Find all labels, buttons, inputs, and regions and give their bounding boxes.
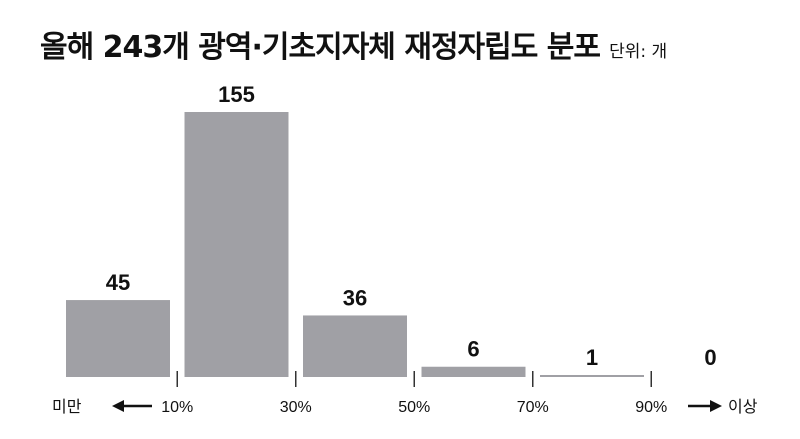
data-label-5: 0 bbox=[704, 345, 716, 370]
left-end-label: 미만 bbox=[52, 397, 82, 416]
data-label-1: 155 bbox=[218, 82, 255, 107]
bar-2 bbox=[303, 315, 407, 377]
data-label-3: 6 bbox=[467, 337, 479, 362]
bar-0 bbox=[66, 300, 170, 377]
left-arrowhead-icon bbox=[112, 400, 124, 412]
title-row: 올해 243개 광역·기초지자체 재정자립도 분포 단위: 개 bbox=[40, 22, 667, 66]
tick-label-2: 50% bbox=[398, 399, 430, 416]
tick-label-4: 90% bbox=[635, 399, 667, 416]
bar-1 bbox=[184, 112, 289, 377]
bar-4 bbox=[540, 375, 644, 377]
tick-label-3: 70% bbox=[517, 399, 549, 416]
bar-3 bbox=[421, 366, 526, 377]
chart-title: 올해 243개 광역·기초지자체 재정자립도 분포 bbox=[40, 30, 601, 65]
data-label-4: 1 bbox=[586, 345, 598, 370]
data-label-0: 45 bbox=[106, 270, 130, 295]
data-label-2: 36 bbox=[343, 285, 367, 310]
right-arrowhead-icon bbox=[710, 400, 722, 412]
unit-label: 단위: 개 bbox=[609, 42, 668, 62]
tick-label-1: 30% bbox=[280, 399, 312, 416]
right-end-label: 이상 bbox=[728, 397, 758, 416]
tick-label-0: 10% bbox=[161, 399, 193, 416]
